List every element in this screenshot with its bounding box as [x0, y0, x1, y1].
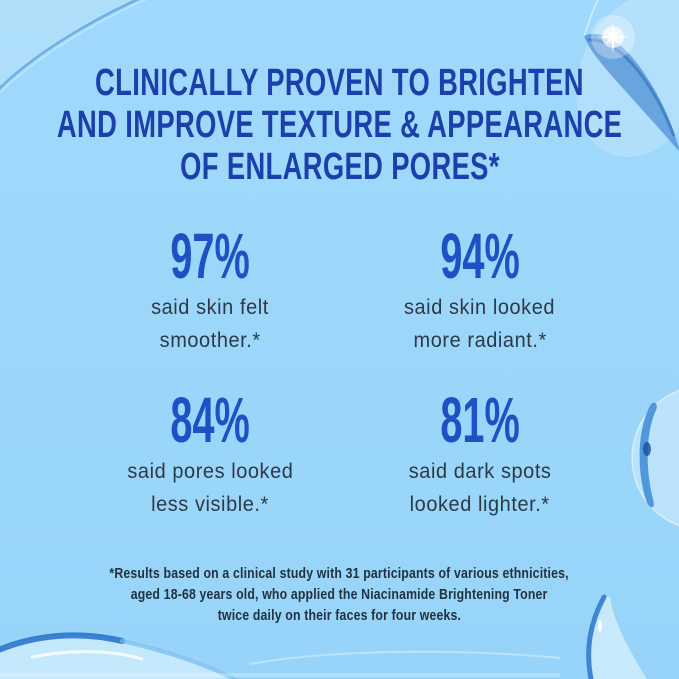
headline-line-3: OF ENLARGED PORES*	[179, 146, 500, 188]
footnote-disclaimer: *Results based on a clinical study with …	[0, 563, 679, 626]
stat-pores-visible: 84% said pores looked less visible.*	[60, 388, 360, 521]
stat-caption: said pores looked less visible.*	[123, 455, 298, 521]
stat-percent: 84%	[170, 384, 250, 456]
stat-caption: said dark spots looked lighter.*	[405, 455, 555, 521]
stat-percent: 94%	[440, 220, 520, 292]
stat-caption-line: said pores looked	[126, 460, 294, 483]
headline: CLINICALLY PROVEN TO BRIGHTEN AND IMPROV…	[0, 62, 679, 188]
footnote-line-2: aged 18-68 years old, who applied the Ni…	[131, 586, 548, 603]
headline-line-1: CLINICALLY PROVEN TO BRIGHTEN	[95, 62, 584, 104]
stat-caption-line: more radiant.*	[413, 329, 547, 352]
stat-caption-line: smoother.*	[159, 329, 261, 352]
stat-skin-radiant: 94% said skin looked more radiant.*	[330, 224, 630, 357]
stat-percent: 81%	[440, 384, 520, 456]
stat-percent: 97%	[170, 220, 250, 292]
stat-caption-line: said dark spots	[408, 460, 552, 483]
stat-caption: said skin felt smoother.*	[148, 291, 272, 357]
stat-dark-spots: 81% said dark spots looked lighter.*	[330, 388, 630, 521]
stat-caption-line: looked lighter.*	[409, 493, 551, 516]
stat-caption: said skin looked more radiant.*	[400, 291, 559, 357]
stat-skin-smoother: 97% said skin felt smoother.*	[60, 224, 360, 357]
stat-caption-line: less visible.*	[151, 493, 269, 516]
stat-caption-line: said skin looked	[404, 296, 556, 319]
stat-caption-line: said skin felt	[151, 296, 269, 319]
footnote-line-1: *Results based on a clinical study with …	[109, 565, 570, 582]
footnote-line-3: twice daily on their faces for four week…	[217, 607, 462, 624]
headline-line-2: AND IMPROVE TEXTURE & APPEARANCE	[56, 104, 623, 146]
